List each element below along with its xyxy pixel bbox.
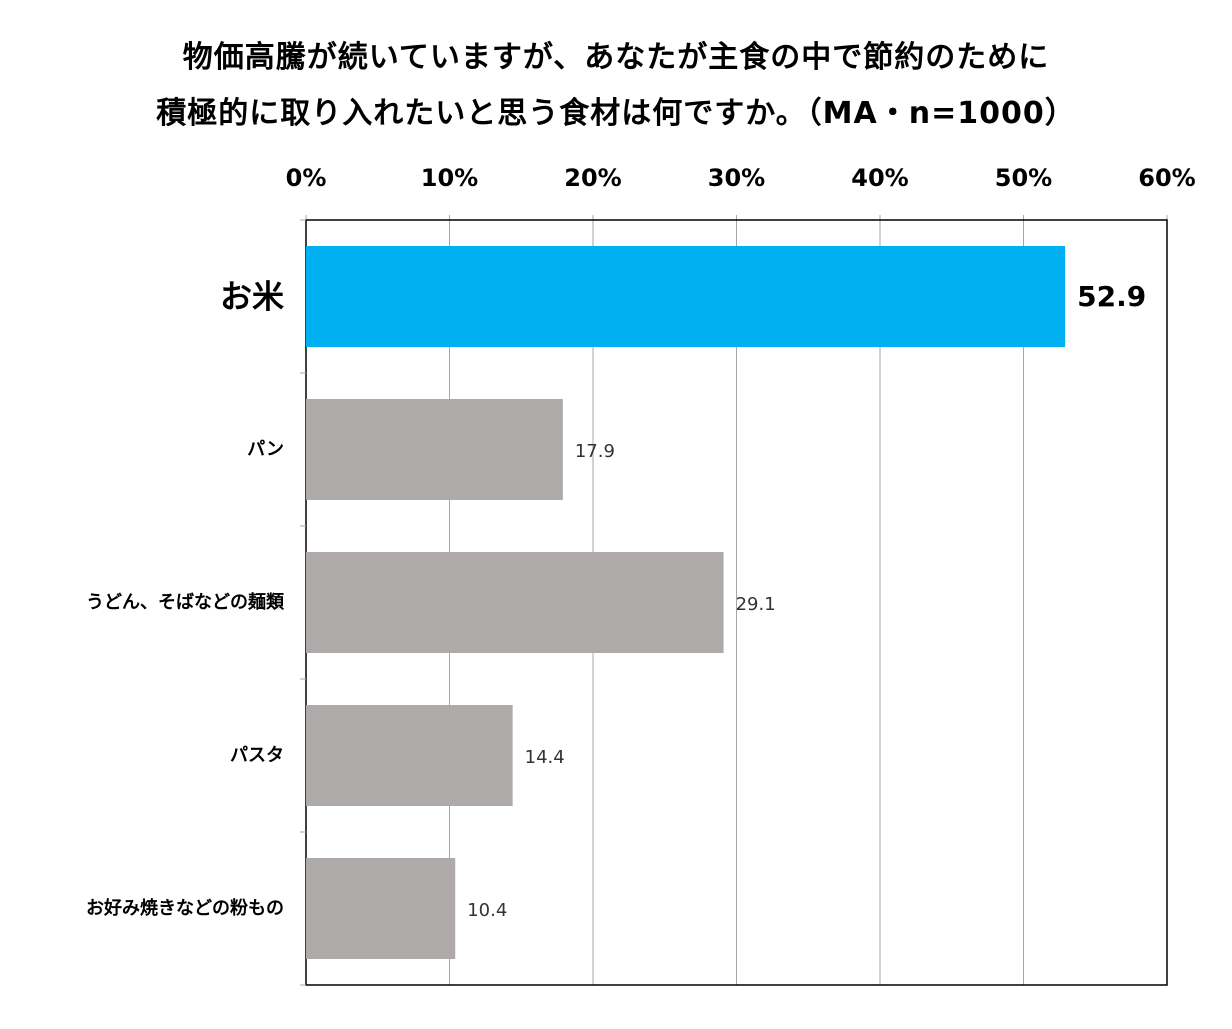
bar-1 (306, 399, 563, 500)
chart-title-line-2: 積極的に取り入れたいと思う食材は何ですか。（MA・n=1000） (156, 96, 1076, 131)
category-label: うどん、そばなどの麺類 (86, 591, 285, 613)
x-tick-label: 60% (1138, 164, 1195, 192)
x-tick-label: 40% (851, 164, 908, 192)
data-label: 52.9 (1077, 280, 1146, 313)
bar-2 (306, 552, 724, 653)
x-tick-label: 30% (708, 164, 765, 192)
data-label: 17.9 (575, 441, 615, 462)
x-tick-label: 0% (286, 164, 327, 192)
x-tick-label: 50% (995, 164, 1052, 192)
bar-3 (306, 705, 513, 806)
bar-4 (306, 858, 456, 959)
x-tick-label: 20% (564, 164, 621, 192)
x-tick-label: 10% (421, 164, 478, 192)
category-label: お米 (220, 278, 284, 316)
data-label: 14.4 (525, 747, 565, 768)
data-label: 10.4 (467, 900, 507, 921)
bar-0 (306, 246, 1066, 347)
chart-title: 物価高騰が続いていますが、あなたが主食の中で節約のために 積極的に取り入れたいと… (0, 30, 1232, 142)
category-label: パスタ (230, 745, 284, 766)
chart-title-line-1: 物価高騰が続いていますが、あなたが主食の中で節約のために (182, 40, 1050, 75)
data-label: 29.1 (736, 594, 776, 615)
category-label: パン (247, 439, 284, 460)
category-label: お好み焼きなどの粉もの (86, 897, 284, 919)
